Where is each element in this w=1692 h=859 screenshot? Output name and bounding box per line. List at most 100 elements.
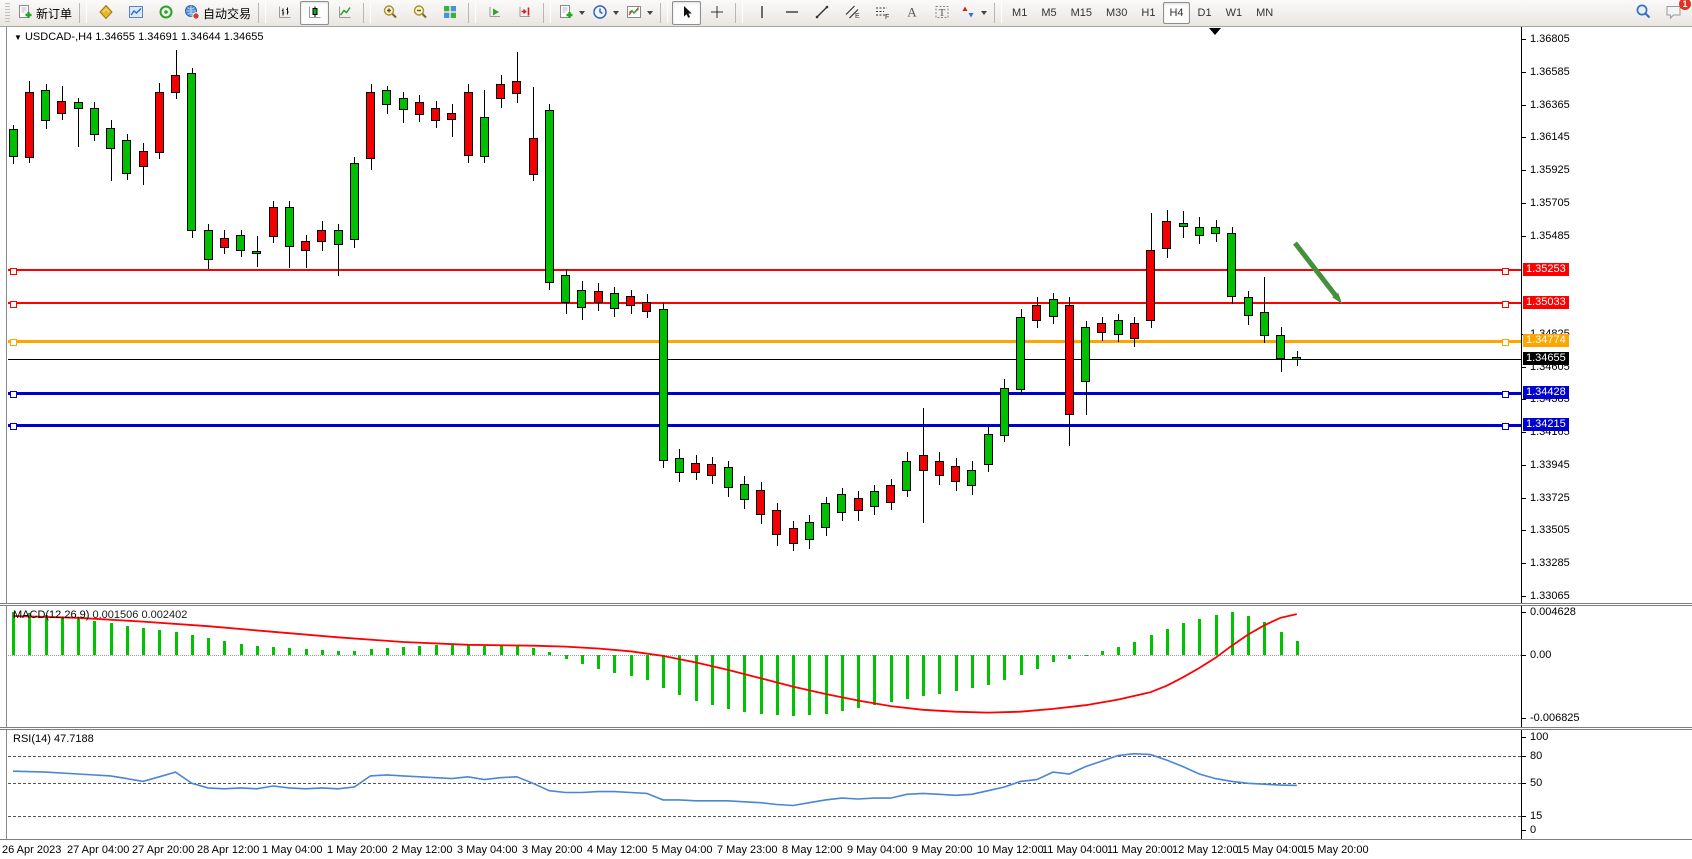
crosshair-button[interactable] xyxy=(702,1,731,25)
price-tick xyxy=(1522,432,1526,434)
price-line-1.34655[interactable] xyxy=(8,359,1521,361)
rsi-level-50 xyxy=(8,783,1521,785)
timeframe-button-m5[interactable]: M5 xyxy=(1041,7,1057,19)
candle xyxy=(334,230,343,245)
candle xyxy=(269,207,278,237)
price-line-1.35253[interactable] xyxy=(8,269,1521,272)
time-axis[interactable]: 26 Apr 2023 27 Apr 04:00 27 Apr 20:00 28 Ap… xyxy=(0,839,1692,859)
macd-histogram-bar xyxy=(191,634,194,655)
auto-trading-button[interactable]: 自动交易 xyxy=(181,1,254,25)
price-tick-label: 1.33505 xyxy=(1530,524,1570,537)
window-left-border xyxy=(6,27,7,839)
candle xyxy=(756,490,765,515)
macd-histogram-bar xyxy=(223,641,226,655)
rsi-tick xyxy=(1522,815,1526,817)
candlestick-chart-button[interactable] xyxy=(300,1,330,25)
equidistant-channel-button[interactable]: E xyxy=(837,1,866,25)
panel-splitter[interactable] xyxy=(0,603,1692,606)
horizontal-line-button[interactable] xyxy=(777,1,806,25)
candle xyxy=(252,251,261,254)
trendline-button[interactable] xyxy=(807,1,836,25)
text-button[interactable]: A xyxy=(897,1,926,25)
line-handle[interactable] xyxy=(10,422,17,430)
panel-splitter[interactable] xyxy=(0,727,1692,730)
timeframe-button-m15[interactable]: M15 xyxy=(1070,7,1092,19)
tile-windows-icon xyxy=(442,4,458,23)
chart-window-button[interactable] xyxy=(121,1,150,25)
symbol-dropdown-icon[interactable]: ▼ xyxy=(14,33,22,42)
text-label-button[interactable]: T xyxy=(927,1,956,25)
macd-histogram-bar xyxy=(126,626,129,655)
candle xyxy=(382,90,391,105)
chart-shift-marker[interactable] xyxy=(1209,28,1221,35)
arrows-button[interactable] xyxy=(957,1,990,25)
price-axis[interactable]: 1.36805 1.36585 1.36365 1.36145 1.35925 1.357… xyxy=(1521,27,1692,839)
toolbar-grip[interactable] xyxy=(5,3,10,23)
tile-windows-button[interactable] xyxy=(435,1,464,25)
candle xyxy=(9,129,18,157)
search-icon xyxy=(1635,3,1652,23)
macd-histogram-bar xyxy=(158,629,161,655)
market-watch-button[interactable] xyxy=(91,1,120,25)
line-handle[interactable] xyxy=(10,391,17,398)
zoom-in-button[interactable] xyxy=(375,1,404,25)
cursor-icon xyxy=(679,4,695,23)
price-line-1.34215[interactable] xyxy=(8,423,1521,427)
chart-plot[interactable]: ▼ USDCAD-,H4 1.34655 1.34691 1.34644 1.3… xyxy=(8,27,1521,603)
timeframe-button-m1[interactable]: M1 xyxy=(1012,7,1028,19)
candle xyxy=(1227,233,1236,297)
line-handle[interactable] xyxy=(1502,391,1509,398)
macd-histogram-bar xyxy=(1150,635,1153,655)
macd-histogram-bar xyxy=(1133,641,1136,655)
timeframe-button-mn[interactable]: MN xyxy=(1256,7,1274,19)
separator xyxy=(660,3,669,23)
zoom-out-button[interactable] xyxy=(405,1,434,25)
macd-histogram-bar xyxy=(337,651,340,655)
auto-scroll-button[interactable] xyxy=(480,1,509,25)
fibonacci-button[interactable]: F xyxy=(867,1,896,25)
signals-button[interactable] xyxy=(151,1,180,25)
notifications-button[interactable]: 1 xyxy=(1659,0,1691,25)
macd-histogram-bar xyxy=(240,643,243,655)
line-handle[interactable] xyxy=(1502,300,1509,308)
line-handle[interactable] xyxy=(1502,339,1509,347)
timeframe-button-h1[interactable]: H1 xyxy=(1141,7,1156,19)
timeframe-button-d1[interactable]: D1 xyxy=(1197,7,1212,19)
time-label: 9 May 20:00 xyxy=(912,844,973,856)
price-tick-label: 1.33945 xyxy=(1530,458,1570,471)
macd-histogram-bar xyxy=(808,655,811,716)
candle xyxy=(789,528,798,544)
price-tick-label: 1.33065 xyxy=(1530,589,1570,602)
macd-panel[interactable]: MACD(12,26,9) 0.001506 0.002402 xyxy=(8,606,1521,727)
periods-button[interactable] xyxy=(589,1,622,25)
cursor-button[interactable] xyxy=(672,1,702,25)
new-order-button[interactable]: 新订单 xyxy=(14,1,75,25)
line-handle[interactable] xyxy=(10,339,17,347)
line-handle[interactable] xyxy=(10,300,17,308)
vertical-line-button[interactable] xyxy=(747,1,776,25)
macd-histogram-bar xyxy=(93,620,96,655)
price-line-1.34428[interactable] xyxy=(8,392,1521,395)
line-handle[interactable] xyxy=(1502,268,1509,276)
chevron-down-icon xyxy=(647,11,654,15)
candle-wick xyxy=(338,224,339,276)
macd-histogram-bar xyxy=(646,655,649,681)
line-handle[interactable] xyxy=(1502,422,1509,430)
templates-button[interactable] xyxy=(623,1,656,25)
line-handle[interactable] xyxy=(10,268,17,276)
rsi-panel[interactable]: RSI(14) 47.7188 xyxy=(8,730,1521,839)
time-label: 2 May 12:00 xyxy=(392,844,453,856)
indicators-button[interactable] xyxy=(555,1,588,25)
timeframe-button-m30[interactable]: M30 xyxy=(1106,7,1128,19)
price-line-1.35033[interactable] xyxy=(8,301,1521,304)
timeframe-button-w1[interactable]: W1 xyxy=(1225,7,1243,19)
candle xyxy=(740,484,749,500)
rsi-level-label: 0 xyxy=(1530,823,1537,836)
bar-chart-button[interactable] xyxy=(270,1,299,25)
line-chart-button[interactable] xyxy=(330,1,359,25)
timeframe-button-h4[interactable]: H4 xyxy=(1163,2,1190,24)
chart-shift-button[interactable] xyxy=(510,1,539,25)
search-button[interactable] xyxy=(1629,1,1658,25)
price-line-1.34774[interactable] xyxy=(8,340,1521,344)
macd-histogram-bar xyxy=(743,655,746,712)
